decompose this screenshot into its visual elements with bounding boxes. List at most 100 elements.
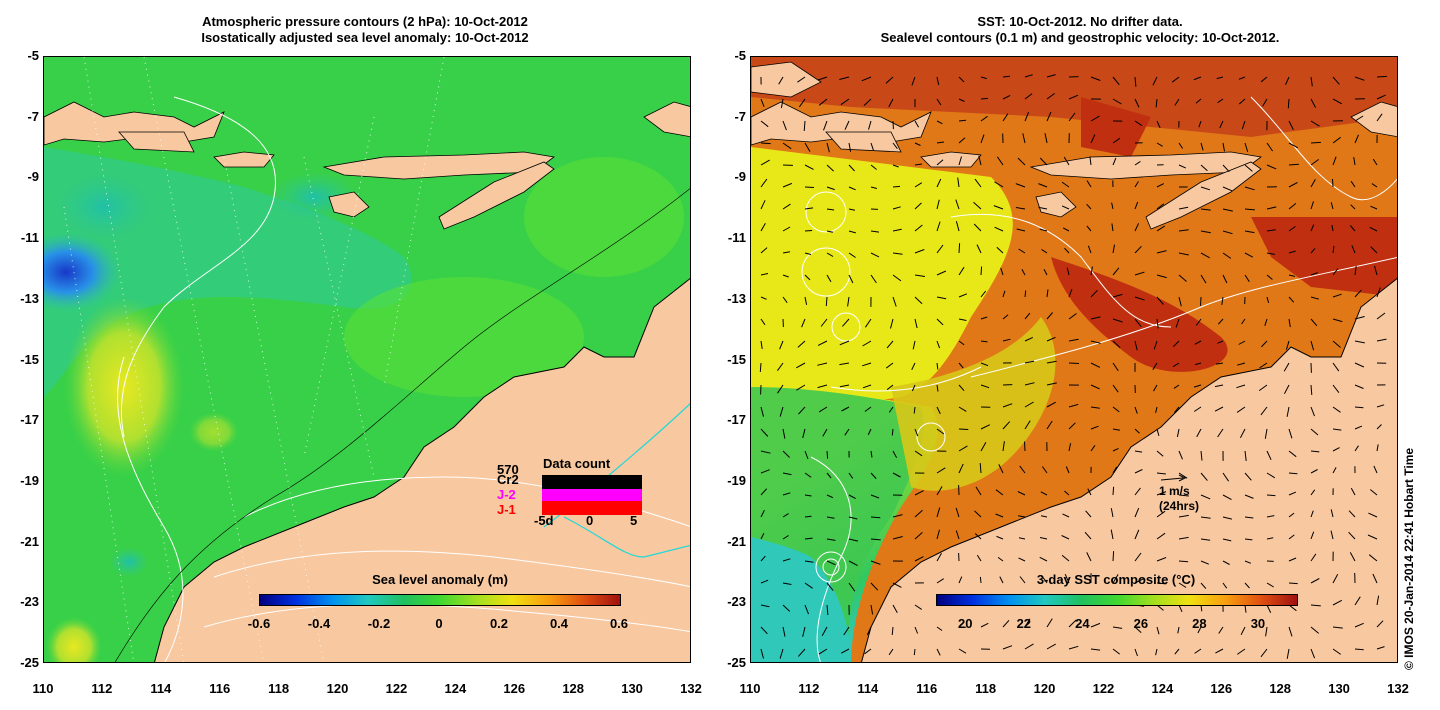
velocity-arrow xyxy=(1354,622,1364,628)
velocity-arrow xyxy=(1134,98,1140,108)
velocity-arrow xyxy=(1264,428,1268,439)
velocity-arrow xyxy=(911,362,916,371)
velocity-arrow xyxy=(1376,595,1380,606)
velocity-arrow xyxy=(1017,491,1026,496)
velocity-arrow xyxy=(1222,538,1232,542)
velocity-arrow xyxy=(914,490,924,496)
velocity-arrow xyxy=(958,293,968,298)
velocity-arrow xyxy=(914,249,925,254)
velocity-arrow xyxy=(866,626,872,636)
velocity-arrow xyxy=(914,120,920,128)
sla-lon-tick: 126 xyxy=(503,681,526,696)
sla-lat-tick: -9 xyxy=(27,169,39,185)
velocity-arrow xyxy=(848,252,856,258)
sla-colorbar-label: Sea level anomaly (m) xyxy=(372,572,508,587)
velocity-arrow xyxy=(955,221,960,232)
velocity-arrow xyxy=(779,340,784,350)
velocity-arrow xyxy=(1332,98,1343,105)
velocity-arrow xyxy=(826,604,829,616)
velocity-arrow xyxy=(1262,98,1268,107)
velocity-arrow xyxy=(936,626,943,631)
velocity-arrow xyxy=(1038,183,1048,188)
velocity-arrow xyxy=(958,384,965,392)
velocity-arrow xyxy=(826,274,832,283)
velocity-arrow xyxy=(1156,557,1167,562)
velocity-arrow xyxy=(1238,76,1246,80)
velocity-arrow xyxy=(892,142,898,150)
velocity-arrow xyxy=(975,486,982,496)
velocity-arrow xyxy=(1376,404,1385,408)
velocity-arrow xyxy=(760,626,768,635)
sst-lon-tick: 120 xyxy=(1033,681,1056,696)
velocity-arrow xyxy=(886,340,894,349)
velocity-arrow xyxy=(1376,75,1387,78)
velocity-arrow xyxy=(892,206,901,210)
velocity-arrow xyxy=(1002,645,1013,650)
velocity-arrow xyxy=(914,318,918,329)
velocity-arrow xyxy=(1287,98,1290,109)
velocity-arrow xyxy=(1002,75,1011,78)
velocity-arrow xyxy=(1310,248,1316,254)
velocity-arrow xyxy=(1288,472,1298,475)
sla-lat-tick: -21 xyxy=(20,533,39,549)
velocity-arrow xyxy=(1351,245,1356,254)
velocity-arrow xyxy=(760,98,765,107)
velocity-arrow xyxy=(1193,406,1202,412)
sst-lon-tick: 124 xyxy=(1151,681,1174,696)
velocity-arrow xyxy=(1266,515,1275,518)
velocity-arrow xyxy=(1046,289,1049,298)
velocity-arrow xyxy=(1156,491,1167,496)
velocity-arrow xyxy=(1376,312,1386,320)
velocity-arrow xyxy=(782,226,791,232)
velocity-arrow xyxy=(936,529,940,540)
velocity-arrow xyxy=(958,576,963,584)
velocity-arrow xyxy=(1198,120,1202,128)
velocity-arrow xyxy=(1046,401,1056,408)
velocity-arrow xyxy=(936,362,939,370)
sla-colorbar-tick: 0.4 xyxy=(549,616,569,631)
velocity-arrow xyxy=(1134,223,1140,232)
velocity-arrow xyxy=(1112,362,1119,372)
velocity-arrow xyxy=(1266,537,1274,540)
sla-lat-tick: -23 xyxy=(20,594,39,610)
velocity-arrow xyxy=(1244,538,1253,541)
velocity-arrow xyxy=(1222,186,1233,192)
velocity-arrow xyxy=(760,273,769,276)
velocity-arrow xyxy=(1200,582,1207,589)
velocity-arrow xyxy=(1112,447,1119,452)
velocity-arrow xyxy=(974,533,982,540)
velocity-arrow xyxy=(936,221,941,232)
sla-lon-tick: 132 xyxy=(680,681,702,696)
velocity-arrow xyxy=(864,406,872,412)
velocity-arrow xyxy=(1217,428,1224,438)
velocity-arrow xyxy=(1015,183,1026,188)
velocity-arrow xyxy=(1090,289,1098,298)
velocity-arrow xyxy=(980,362,989,367)
velocity-arrow xyxy=(839,384,850,388)
velocity-arrow xyxy=(1266,296,1270,304)
velocity-arrow xyxy=(936,467,946,474)
velocity-arrow xyxy=(1178,450,1183,460)
velocity-arrow xyxy=(1040,515,1048,518)
velocity-arrow xyxy=(1177,626,1180,634)
velocity-arrow xyxy=(1332,293,1342,298)
velocity-arrow xyxy=(1376,444,1379,452)
velocity-arrow xyxy=(804,186,815,188)
sla-map[interactable] xyxy=(43,56,691,663)
velocity-arrow xyxy=(1354,115,1364,122)
velocity-arrow xyxy=(1238,98,1246,105)
velocity-arrow xyxy=(1086,180,1092,188)
velocity-arrow xyxy=(914,296,923,305)
velocity-arrow xyxy=(1193,384,1202,388)
velocity-arrow xyxy=(1064,247,1070,254)
velocity-arrow xyxy=(958,406,967,412)
velocity-arrow xyxy=(782,274,789,278)
sst-map[interactable] xyxy=(750,56,1398,663)
sst-lat-tick: -15 xyxy=(727,351,746,367)
velocity-arrow xyxy=(1134,578,1144,584)
sst-lon-tick: 132 xyxy=(1387,681,1409,696)
velocity-arrow xyxy=(1134,245,1142,254)
velocity-arrow xyxy=(1156,203,1165,210)
velocity-arrow xyxy=(980,97,989,100)
velocity-arrow xyxy=(1195,98,1202,104)
